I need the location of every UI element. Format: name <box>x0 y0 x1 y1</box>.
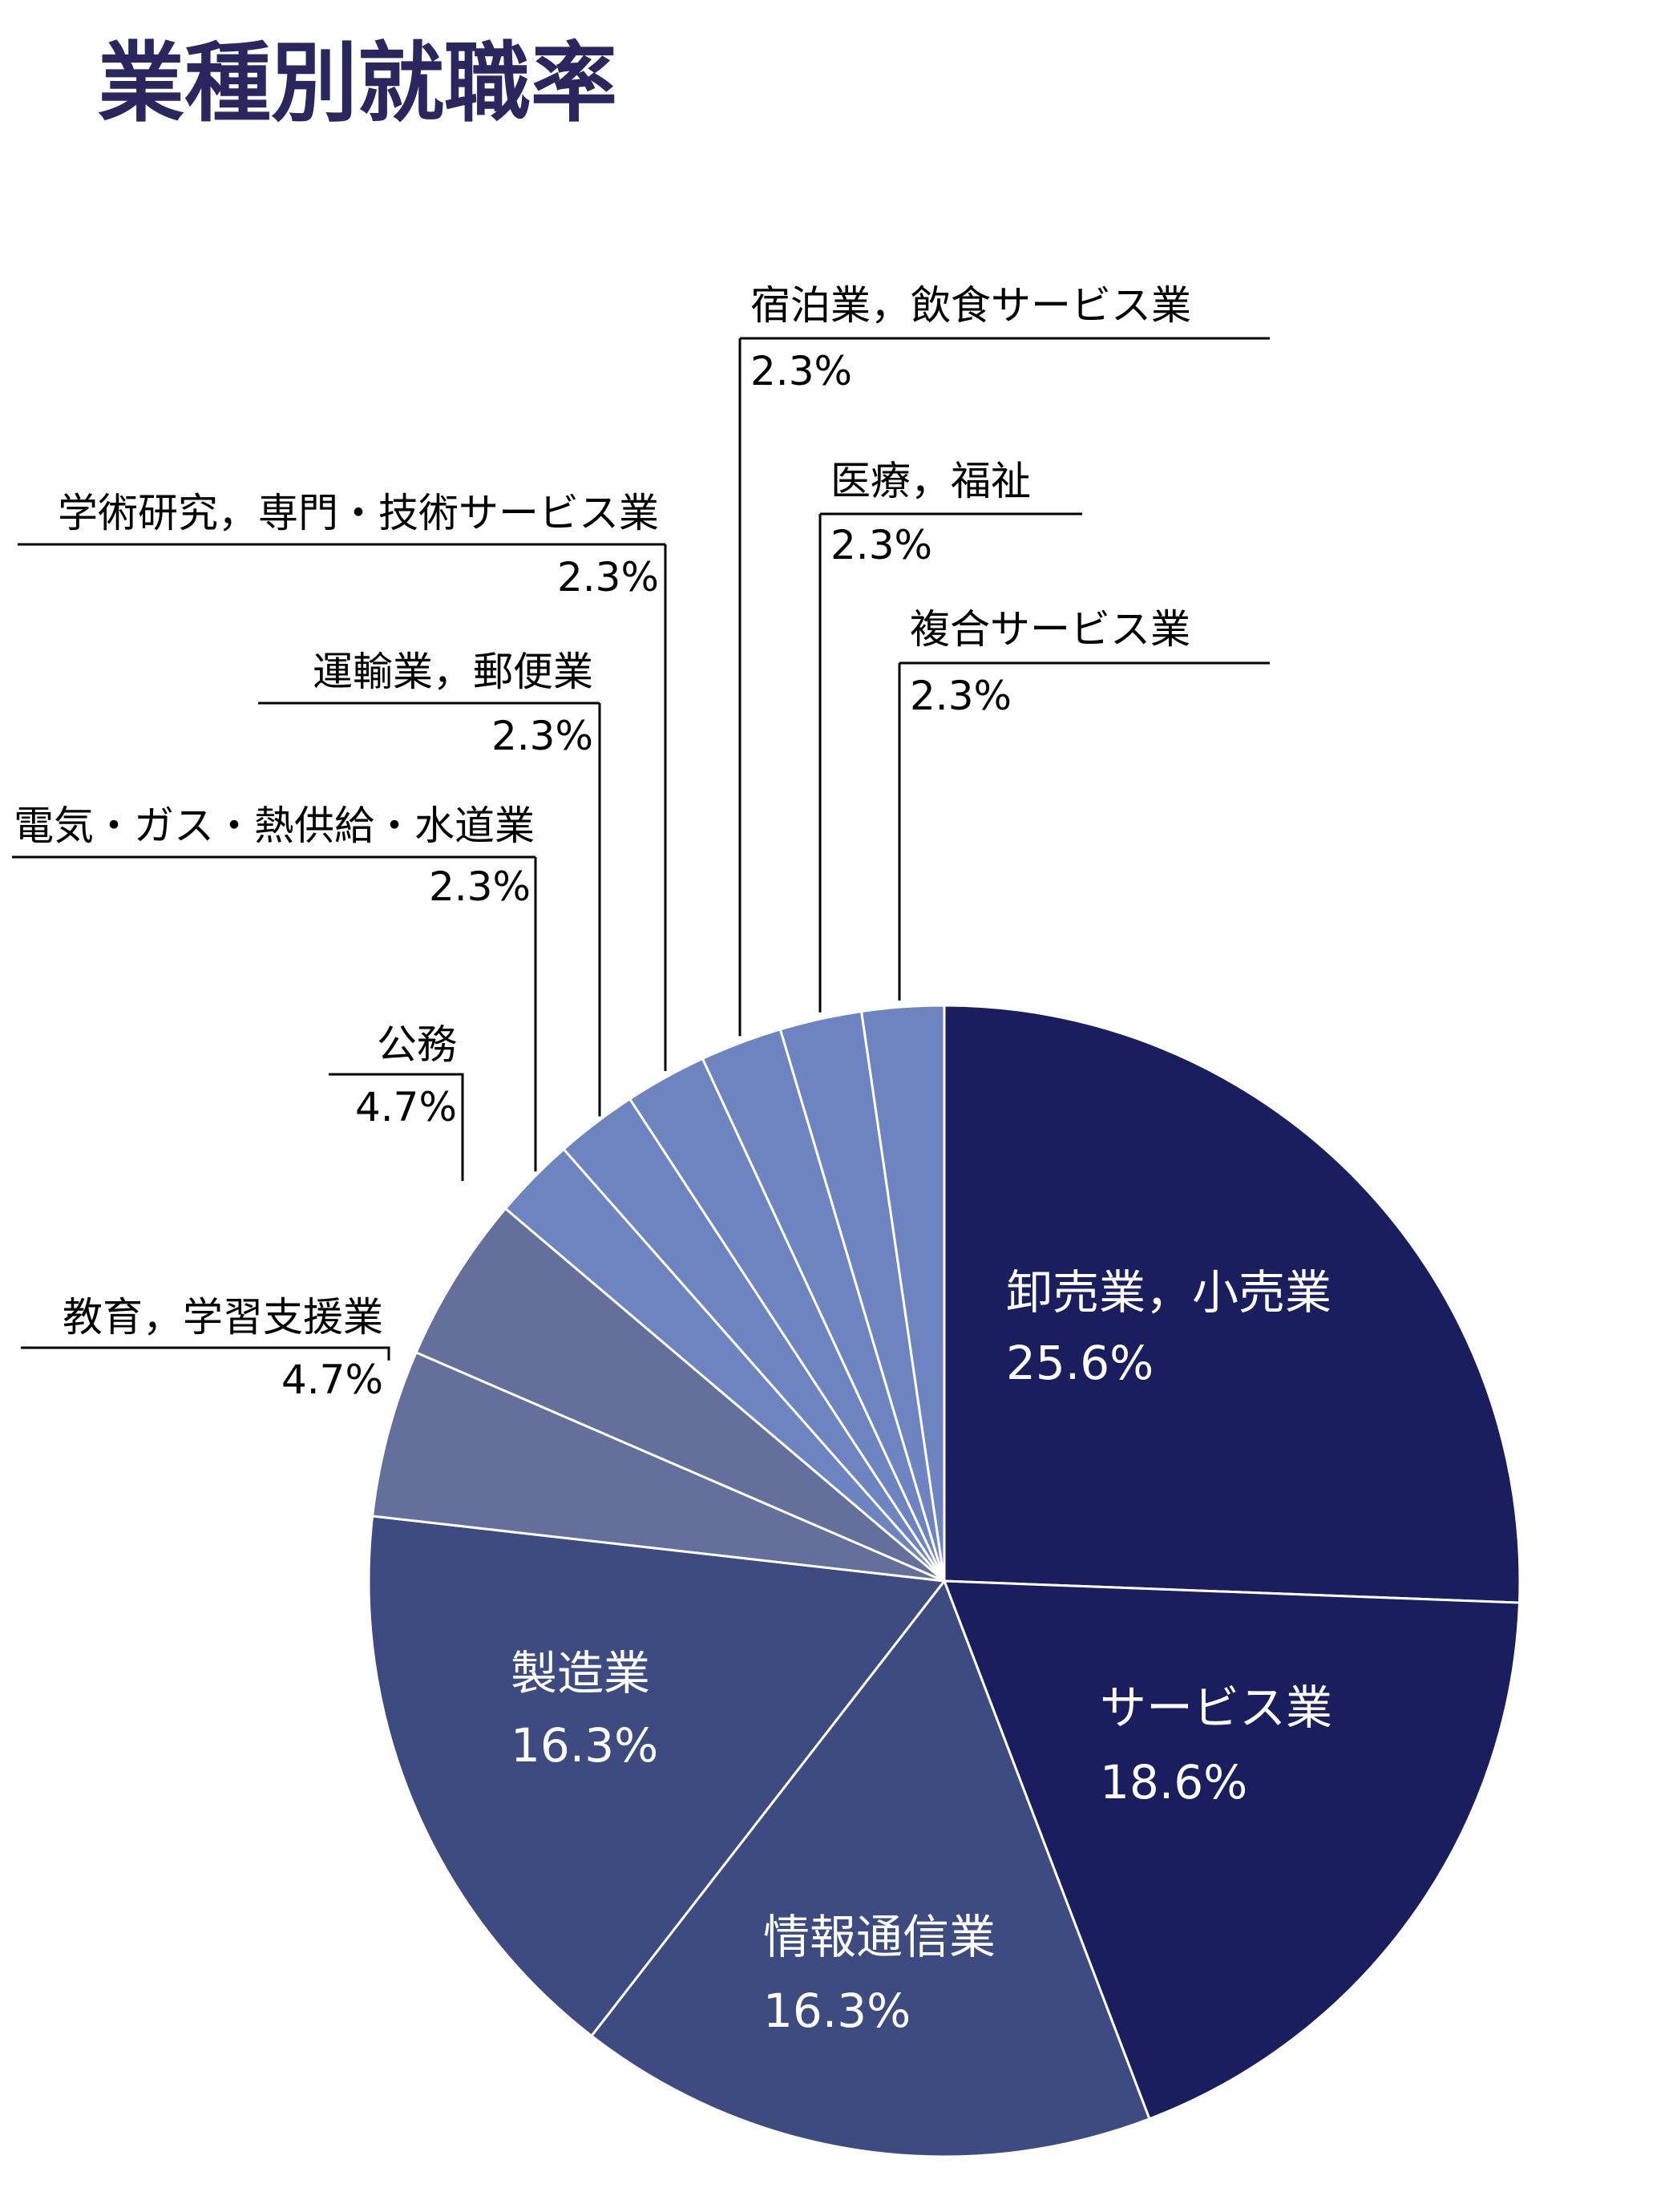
slice-label: 製造業 <box>511 1646 650 1700</box>
pie-slice <box>859 1004 946 1582</box>
callout-value-label: 2.3% <box>750 348 852 394</box>
slice-label: 卸売業，小売業 <box>1006 1265 1331 1320</box>
callout-value-label: 2.3% <box>910 673 1012 719</box>
callout-label: 宿泊業，飲食サービス業 <box>750 282 1191 329</box>
slice-label: 情報通信業 <box>763 1910 996 1964</box>
pie-slice <box>370 1350 945 1583</box>
pie-slice <box>414 1207 945 1583</box>
callout-label: 医療，福祉 <box>830 458 1031 504</box>
callout-label: 公務 <box>377 1021 457 1068</box>
callout-value-label: 2.3% <box>557 554 659 601</box>
callout-value-label: 4.7% <box>355 1084 457 1130</box>
pie-slice <box>589 1578 1151 2158</box>
chart-title: 業種別就職率 <box>98 34 618 134</box>
pie-slice <box>367 1514 947 2038</box>
pie-slices <box>367 1004 1521 2158</box>
callout-label: 複合サービス業 <box>910 606 1190 653</box>
callout-label: 教育，学習支援業 <box>63 1294 383 1341</box>
callout-value-label: 2.3% <box>491 713 593 759</box>
callout-leaders <box>12 337 1270 1361</box>
callout-value-label: 2.3% <box>429 863 531 910</box>
callout-label: 電気・ガス・熱供給・水道業 <box>14 803 535 849</box>
callout-value-label: 2.3% <box>830 522 932 568</box>
slice-value-label: 25.6% <box>1006 1336 1154 1390</box>
callout-value-label: 4.7% <box>281 1357 383 1403</box>
callout-label: 学術研究，専門・技術サービス業 <box>58 490 659 536</box>
pie-slice <box>942 1579 1521 2121</box>
slice-label: サービス業 <box>1100 1680 1332 1735</box>
slice-value-label: 18.6% <box>1100 1755 1247 1810</box>
pie-slice <box>943 1004 1521 1604</box>
callout-leader-line <box>21 1346 390 1361</box>
callout-label: 運輸業，郵便業 <box>313 649 593 695</box>
slice-value-label: 16.3% <box>763 1984 911 2038</box>
callout-leader-line <box>329 1073 464 1182</box>
slice-value-label: 16.3% <box>511 1718 658 1773</box>
slice-labels: 卸売業，小売業 25.6% サービス業 18.6% 情報通信業 16.3% 製造業 16.3%… <box>14 282 1332 2038</box>
